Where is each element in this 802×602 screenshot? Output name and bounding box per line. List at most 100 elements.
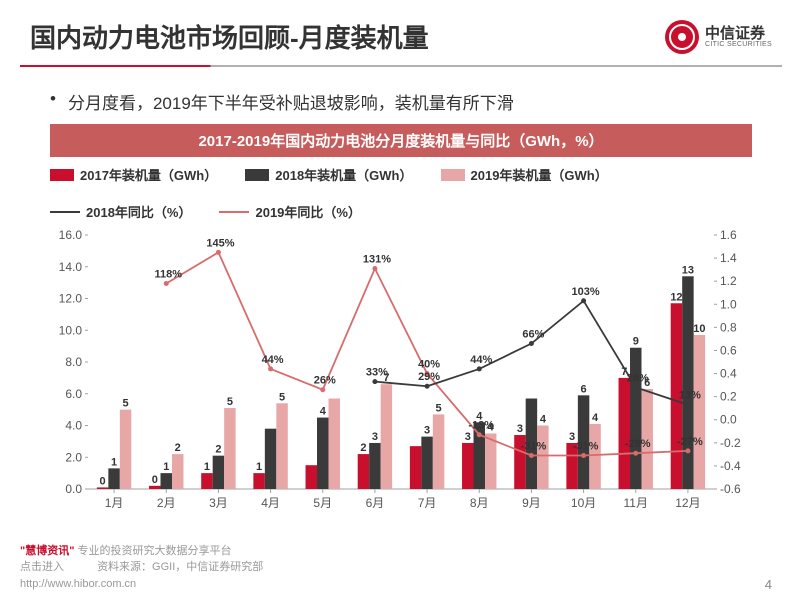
- svg-text:66%: 66%: [522, 329, 544, 341]
- chart-legend: 2017年装机量（GWh） 2018年装机量（GWh） 2019年装机量（GWh…: [50, 165, 752, 221]
- svg-text:4: 4: [592, 412, 599, 424]
- svg-text:2: 2: [215, 444, 221, 456]
- svg-text:3: 3: [517, 423, 523, 435]
- svg-text:9月: 9月: [522, 496, 541, 510]
- svg-text:13: 13: [682, 264, 694, 276]
- svg-text:1: 1: [204, 461, 210, 473]
- brand-logo: 中信证券 CITIC SECURITIES: [665, 20, 772, 54]
- svg-text:7月: 7月: [418, 496, 437, 510]
- footer-url: http://www.hibor.com.cn: [20, 576, 263, 593]
- svg-text:131%: 131%: [363, 253, 391, 265]
- svg-text:-29%: -29%: [625, 438, 651, 450]
- svg-text:1.4: 1.4: [720, 251, 737, 265]
- brand-logo-cn: 中信证券: [705, 26, 772, 41]
- legend-yoy2019-label: 2019年同比（%）: [255, 202, 360, 221]
- footer-tagline: 专业的投资研究大数据分享平台: [78, 545, 232, 557]
- svg-text:28%: 28%: [627, 372, 649, 384]
- legend-yoy2018-label: 2018年同比（%）: [86, 202, 191, 221]
- svg-text:0.4: 0.4: [720, 367, 737, 381]
- line-swatch-2019: [219, 211, 249, 213]
- svg-text:13%: 13%: [679, 390, 701, 402]
- svg-text:1月: 1月: [105, 496, 124, 510]
- legend-yoy2019: 2019年同比（%）: [219, 202, 360, 221]
- svg-text:5: 5: [435, 402, 441, 414]
- footer-left: "慧博资讯" 专业的投资研究大数据分享平台 点击进入 资料来源：GGII，中信证…: [20, 543, 263, 593]
- svg-text:-27%: -27%: [677, 436, 703, 448]
- svg-text:5月: 5月: [313, 496, 332, 510]
- footer-enter: 点击进入: [20, 561, 64, 573]
- swatch-2018: [245, 169, 269, 181]
- svg-text:2: 2: [360, 442, 366, 454]
- svg-text:1.0: 1.0: [720, 297, 737, 311]
- svg-text:12.0: 12.0: [59, 292, 83, 306]
- svg-text:4: 4: [540, 414, 547, 426]
- line-swatch-2018: [50, 211, 80, 213]
- svg-text:0.8: 0.8: [720, 320, 737, 334]
- svg-text:0.2: 0.2: [720, 390, 737, 404]
- footer-source: 资料来源：GGII，中信证券研究部: [97, 561, 263, 573]
- svg-text:1: 1: [256, 461, 262, 473]
- svg-text:16.0: 16.0: [59, 228, 83, 242]
- legend-2018: 2018年装机量（GWh）: [245, 165, 412, 184]
- svg-text:10月: 10月: [571, 496, 596, 510]
- svg-text:4月: 4月: [261, 496, 280, 510]
- svg-text:0.0: 0.0: [65, 482, 82, 496]
- svg-text:1.6: 1.6: [720, 228, 737, 242]
- svg-text:44%: 44%: [262, 354, 284, 366]
- svg-text:3: 3: [372, 431, 378, 443]
- page-number: 4: [765, 577, 772, 592]
- bullet-text: 分月度看，2019年下半年受补贴退坡影响，装机量有所下滑: [68, 89, 514, 114]
- legend-2017: 2017年装机量（GWh）: [50, 165, 217, 184]
- svg-text:145%: 145%: [206, 237, 234, 249]
- page-title: 国内动力电池市场回顾-月度装机量: [30, 18, 429, 55]
- svg-text:-31%: -31%: [521, 441, 547, 453]
- svg-text:12月: 12月: [675, 496, 700, 510]
- svg-text:0.6: 0.6: [720, 343, 737, 357]
- svg-text:0: 0: [152, 474, 158, 486]
- bullet-dot: •: [50, 89, 56, 114]
- svg-text:8.0: 8.0: [65, 355, 82, 369]
- svg-text:3: 3: [465, 431, 471, 443]
- svg-text:4: 4: [320, 406, 327, 418]
- svg-text:0.0: 0.0: [720, 413, 737, 427]
- legend-2019-label: 2019年装机量（GWh）: [471, 165, 608, 184]
- svg-text:6.0: 6.0: [65, 387, 82, 401]
- svg-text:44%: 44%: [470, 354, 492, 366]
- header-divider: [20, 65, 782, 67]
- legend-2018-label: 2018年装机量（GWh）: [275, 165, 412, 184]
- svg-text:6月: 6月: [366, 496, 385, 510]
- svg-text:-0.6: -0.6: [720, 482, 741, 496]
- svg-text:14.0: 14.0: [59, 260, 83, 274]
- svg-text:5: 5: [227, 396, 233, 408]
- svg-text:26%: 26%: [314, 375, 336, 387]
- citic-logo-icon: [665, 20, 699, 54]
- svg-text:33%: 33%: [366, 367, 388, 379]
- svg-text:12: 12: [670, 291, 682, 303]
- svg-text:10: 10: [693, 323, 705, 335]
- chart-area: 0.02.04.06.08.010.012.014.016.0-0.6-0.4-…: [46, 225, 756, 545]
- chart-title-band: 2017-2019年国内动力电池分月度装机量与同比（GWh，%）: [50, 124, 752, 157]
- svg-text:5: 5: [122, 398, 128, 410]
- svg-text:10.0: 10.0: [59, 323, 83, 337]
- footer-hibor: "慧博资讯": [20, 545, 74, 557]
- svg-text:2月: 2月: [157, 496, 176, 510]
- legend-2017-label: 2017年装机量（GWh）: [80, 165, 217, 184]
- brand-logo-en: CITIC SECURITIES: [705, 41, 772, 48]
- svg-text:11月: 11月: [624, 496, 648, 510]
- svg-text:1: 1: [111, 456, 117, 468]
- svg-text:-31%: -31%: [573, 441, 599, 453]
- svg-text:-13%: -13%: [468, 420, 494, 432]
- swatch-2019: [441, 169, 465, 181]
- svg-text:4.0: 4.0: [65, 419, 82, 433]
- svg-text:103%: 103%: [572, 286, 600, 298]
- svg-text:40%: 40%: [418, 359, 440, 371]
- swatch-2017: [50, 169, 74, 181]
- svg-text:1.2: 1.2: [720, 274, 737, 288]
- legend-2019: 2019年装机量（GWh）: [441, 165, 608, 184]
- svg-text:2.0: 2.0: [65, 450, 82, 464]
- chart-svg: 0.02.04.06.08.010.012.014.016.0-0.6-0.4-…: [46, 225, 756, 525]
- svg-text:2: 2: [175, 442, 181, 454]
- brand-logo-text: 中信证券 CITIC SECURITIES: [705, 26, 772, 48]
- legend-yoy2018: 2018年同比（%）: [50, 202, 191, 221]
- svg-text:0: 0: [100, 475, 106, 487]
